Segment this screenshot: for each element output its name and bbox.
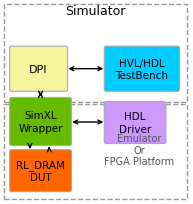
FancyBboxPatch shape — [104, 47, 179, 92]
Text: DPI: DPI — [29, 64, 48, 74]
FancyBboxPatch shape — [10, 98, 71, 146]
Text: RL_DRAM
DUT: RL_DRAM DUT — [16, 159, 65, 182]
FancyBboxPatch shape — [10, 150, 71, 192]
Text: HDL
Driver: HDL Driver — [119, 112, 151, 134]
Text: Emulator
Or
FPGA Platform: Emulator Or FPGA Platform — [104, 133, 174, 166]
Text: Simulator: Simulator — [65, 5, 126, 18]
Text: HVL/HDL
TestBench: HVL/HDL TestBench — [115, 58, 168, 81]
FancyBboxPatch shape — [10, 47, 68, 92]
Bar — [4, 5, 187, 102]
Bar — [4, 104, 187, 199]
Text: SimXL
Wrapper: SimXL Wrapper — [18, 111, 63, 133]
FancyBboxPatch shape — [104, 102, 166, 144]
